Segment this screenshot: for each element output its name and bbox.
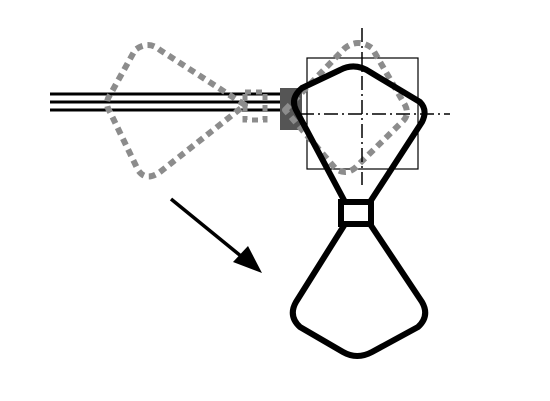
ghost-lobe-right bbox=[282, 40, 410, 175]
upper-lobe bbox=[291, 63, 428, 205]
arrow-shaft bbox=[169, 197, 249, 263]
lower-lobe bbox=[289, 221, 429, 359]
waist-link bbox=[338, 199, 374, 227]
center-axes bbox=[300, 28, 450, 185]
arrow-head bbox=[233, 246, 262, 273]
ghost-waist-link bbox=[242, 89, 268, 123]
motion-arrow bbox=[169, 197, 262, 273]
ghost-lobe-left bbox=[104, 42, 248, 180]
shaft bbox=[50, 92, 290, 112]
